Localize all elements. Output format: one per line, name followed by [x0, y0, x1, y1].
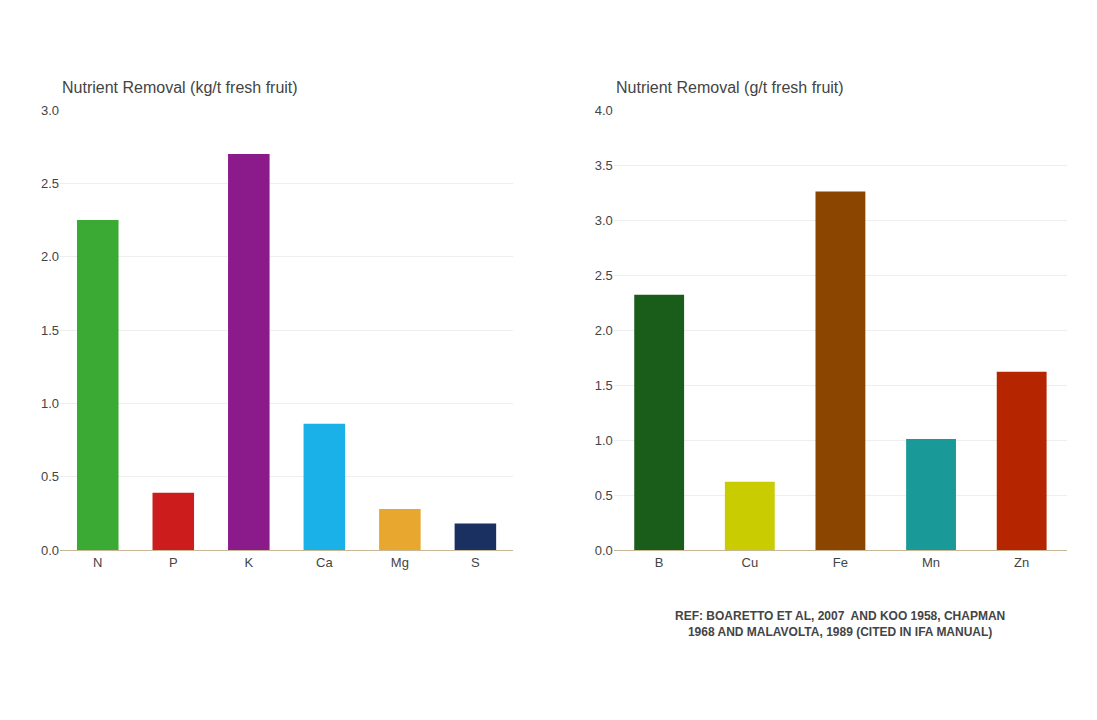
svg-text:K: K [244, 555, 253, 570]
svg-text:Mg: Mg [391, 555, 409, 570]
svg-text:3.0: 3.0 [595, 213, 613, 228]
svg-text:S: S [471, 555, 480, 570]
svg-text:1.5: 1.5 [41, 323, 59, 338]
svg-text:Cu: Cu [741, 555, 758, 570]
svg-text:Zn: Zn [1014, 555, 1029, 570]
svg-text:3.0: 3.0 [41, 103, 59, 118]
svg-text:0.0: 0.0 [41, 543, 59, 558]
svg-text:0.5: 0.5 [41, 469, 59, 484]
svg-text:Mn: Mn [922, 555, 940, 570]
svg-text:2.5: 2.5 [595, 268, 613, 283]
svg-text:0.0: 0.0 [595, 543, 613, 558]
svg-text:0.5: 0.5 [595, 488, 613, 503]
svg-text:3.5: 3.5 [595, 158, 613, 173]
svg-text:2.0: 2.0 [41, 249, 59, 264]
svg-text:REF: BOARETTO ET AL, 2007 AND: REF: BOARETTO ET AL, 2007 AND KOO 1958, … [675, 609, 1005, 639]
svg-text:Nutrient Removal (kg/t fresh f: Nutrient Removal (kg/t fresh fruit) [62, 79, 298, 96]
svg-text:Fe: Fe [833, 555, 848, 570]
svg-text:2.0: 2.0 [595, 323, 613, 338]
svg-text:P: P [169, 555, 178, 570]
svg-text:Ca: Ca [316, 555, 333, 570]
svg-text:1.5: 1.5 [595, 378, 613, 393]
svg-text:1.0: 1.0 [41, 396, 59, 411]
svg-text:2.5: 2.5 [41, 176, 59, 191]
svg-text:N: N [93, 555, 102, 570]
svg-text:4.0: 4.0 [595, 103, 613, 118]
svg-text:1.0: 1.0 [595, 433, 613, 448]
svg-text:B: B [655, 555, 664, 570]
svg-text:Nutrient Removal (g/t fresh fr: Nutrient Removal (g/t fresh fruit) [616, 79, 844, 96]
